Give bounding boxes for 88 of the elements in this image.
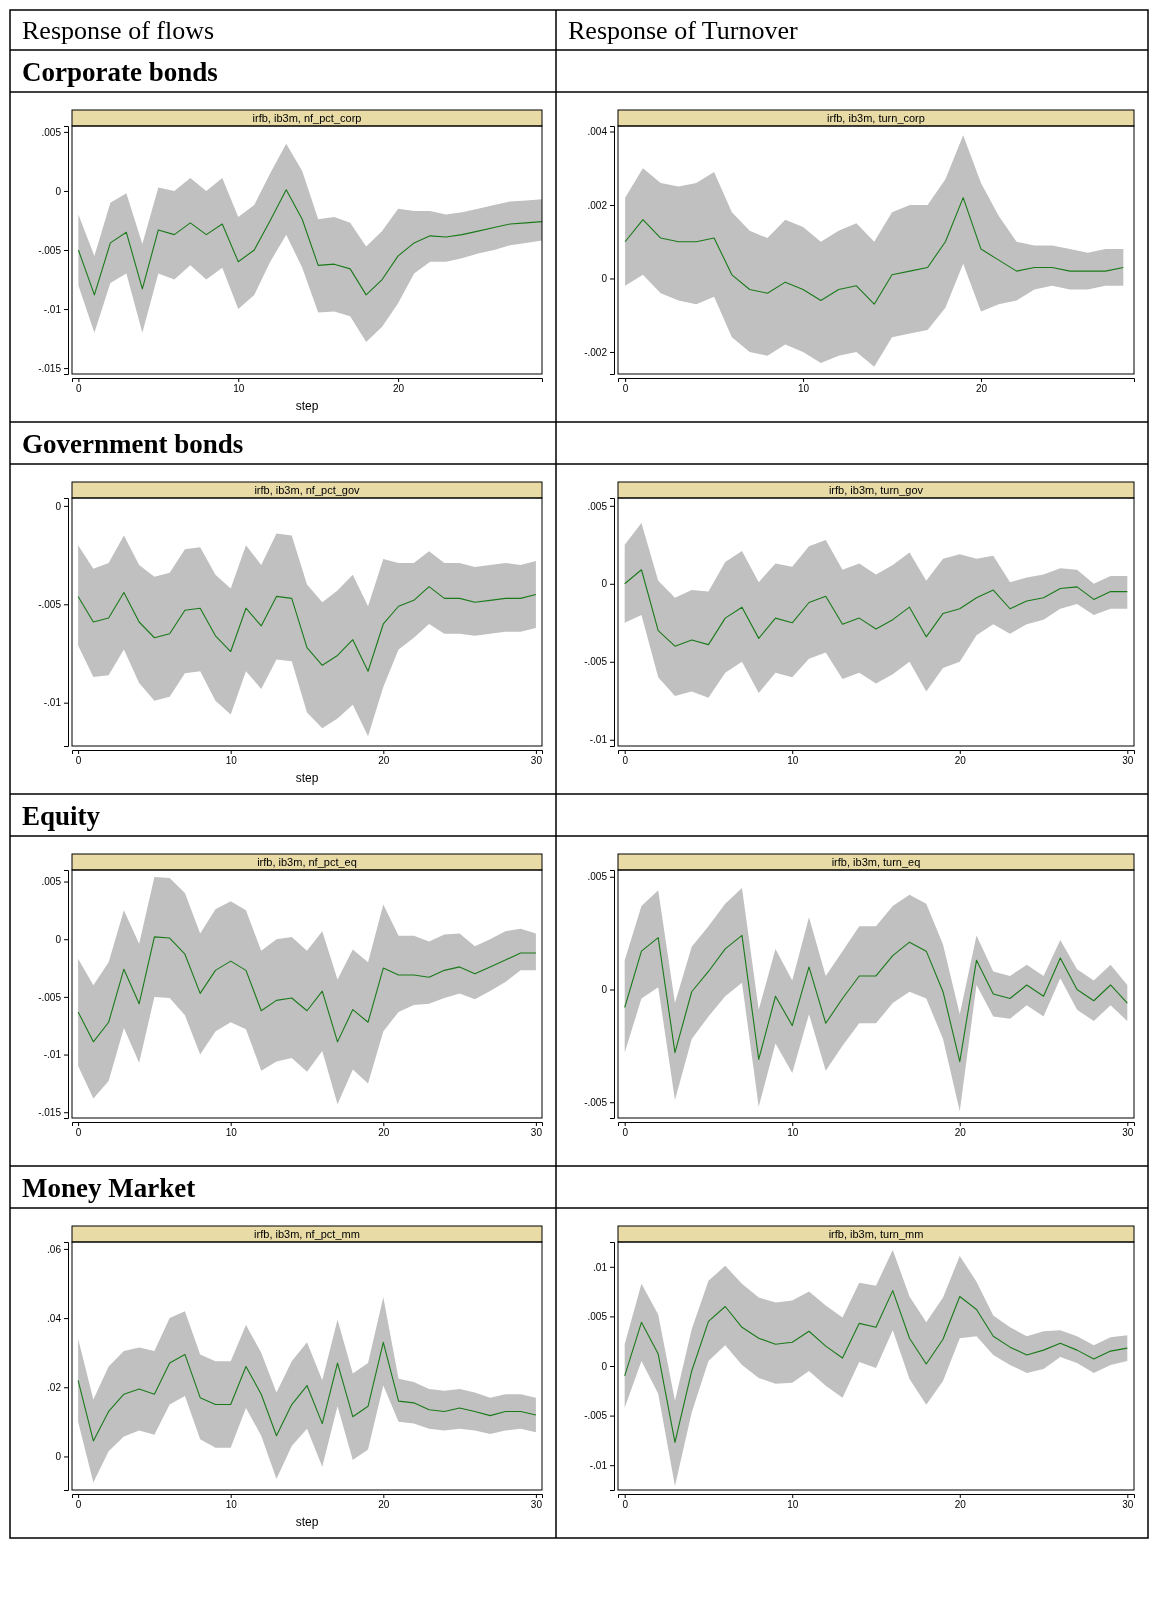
x-tick-label: 30 bbox=[530, 1499, 543, 1511]
y-tick-label: -.005 bbox=[584, 1096, 608, 1108]
y-tick-label: 0 bbox=[55, 500, 62, 512]
x-tick-label: 10 bbox=[225, 1499, 238, 1511]
y-tick-label: -.005 bbox=[38, 244, 62, 256]
y-tick-label: 0 bbox=[55, 933, 62, 945]
y-tick-label: .005 bbox=[41, 876, 62, 888]
text: Government bonds bbox=[22, 429, 244, 459]
text: Response of Turnover bbox=[568, 16, 799, 45]
x-tick-label: 20 bbox=[378, 755, 390, 767]
x-tick-label: 10 bbox=[225, 755, 238, 767]
y-tick-label: .01 bbox=[593, 1261, 608, 1273]
text: Response of flows bbox=[22, 16, 215, 45]
x-tick-label: 30 bbox=[1122, 1127, 1134, 1139]
chart-title: irfb, ib3m, nf_pct_mm bbox=[254, 1228, 360, 1240]
y-tick-label: -.015 bbox=[38, 1106, 62, 1118]
y-tick-label: -.01 bbox=[589, 1459, 608, 1471]
y-tick-label: -.01 bbox=[43, 1049, 62, 1061]
x-tick-label: 10 bbox=[787, 755, 799, 767]
x-tick-label: 20 bbox=[378, 1127, 390, 1139]
x-tick-label: 0 bbox=[76, 383, 83, 395]
y-tick-label: 0 bbox=[601, 273, 608, 285]
y-tick-label: .005 bbox=[41, 126, 62, 138]
x-tick-label: 10 bbox=[797, 383, 810, 395]
y-tick-label: .004 bbox=[587, 126, 608, 138]
y-tick-label: .005 bbox=[587, 1311, 608, 1323]
y-tick-label: -.005 bbox=[38, 598, 62, 610]
line-series bbox=[624, 1290, 1128, 1443]
chart-title: irfb, ib3m, nf_pct_gov bbox=[254, 484, 361, 496]
chart-title: irfb, ib3m, turn_mm bbox=[828, 1228, 924, 1240]
y-tick-label: .005 bbox=[587, 871, 608, 883]
x-tick-label: 20 bbox=[954, 755, 967, 767]
x-tick-label: 0 bbox=[622, 755, 629, 767]
y-tick-label: -.015 bbox=[38, 362, 62, 374]
line-series bbox=[624, 569, 1128, 647]
y-tick-label: 0 bbox=[601, 984, 608, 996]
text: Equity bbox=[22, 801, 101, 831]
line-series bbox=[77, 1341, 537, 1442]
x-tick-label: 20 bbox=[393, 383, 405, 395]
line-series bbox=[624, 934, 1128, 1063]
y-tick-label: -.005 bbox=[584, 656, 608, 668]
line-series bbox=[77, 936, 537, 1043]
chart-title: irfb, ib3m, nf_pct_eq bbox=[257, 856, 357, 868]
y-tick-label: 0 bbox=[55, 1451, 62, 1463]
x-tick-label: 0 bbox=[75, 1499, 82, 1511]
x-tick-label: 20 bbox=[975, 383, 988, 395]
y-tick-label: .06 bbox=[47, 1243, 62, 1255]
x-tick-label: 10 bbox=[233, 383, 245, 395]
x-tick-label: 10 bbox=[787, 1499, 799, 1511]
x-axis-title: step bbox=[295, 771, 319, 785]
text: Corporate bonds bbox=[22, 57, 218, 87]
chart-title: irfb, ib3m, turn_corp bbox=[827, 112, 925, 124]
y-tick-label: 0 bbox=[601, 1360, 608, 1372]
y-tick-label: .005 bbox=[587, 500, 608, 512]
x-axis-title: step bbox=[295, 399, 319, 413]
x-tick-label: 30 bbox=[530, 1127, 543, 1139]
x-tick-label: 0 bbox=[622, 1127, 629, 1139]
y-tick-label: -.005 bbox=[584, 1410, 608, 1422]
line-series bbox=[77, 586, 537, 672]
x-tick-label: 10 bbox=[225, 1127, 238, 1139]
x-tick-label: 30 bbox=[530, 755, 543, 767]
x-tick-label: 30 bbox=[1122, 755, 1134, 767]
chart-title: irfb, ib3m, turn_eq bbox=[831, 856, 921, 868]
chart-title: irfb, ib3m, turn_gov bbox=[828, 484, 924, 496]
line-series bbox=[77, 189, 543, 296]
x-tick-label: 20 bbox=[954, 1127, 967, 1139]
x-tick-label: 10 bbox=[787, 1127, 799, 1139]
x-tick-label: 0 bbox=[75, 755, 82, 767]
x-tick-label: 30 bbox=[1122, 1499, 1134, 1511]
y-tick-label: -.01 bbox=[589, 734, 608, 746]
chart-title: irfb, ib3m, nf_pct_corp bbox=[252, 112, 362, 124]
text: Money Market bbox=[22, 1173, 196, 1203]
x-tick-label: 0 bbox=[622, 383, 629, 395]
x-tick-label: 0 bbox=[622, 1499, 629, 1511]
y-tick-label: -.002 bbox=[584, 346, 608, 358]
x-tick-label: 20 bbox=[954, 1499, 967, 1511]
x-tick-label: 20 bbox=[378, 1499, 390, 1511]
line-series bbox=[624, 197, 1124, 305]
y-tick-label: -.005 bbox=[38, 991, 62, 1003]
x-tick-label: 0 bbox=[75, 1127, 82, 1139]
y-tick-label: .002 bbox=[587, 199, 608, 211]
y-tick-label: -.01 bbox=[43, 303, 62, 315]
y-tick-label: .04 bbox=[47, 1312, 62, 1324]
y-tick-label: 0 bbox=[601, 578, 608, 590]
y-tick-label: -.01 bbox=[43, 697, 62, 709]
x-axis-title: step bbox=[295, 1515, 319, 1529]
y-tick-label: 0 bbox=[55, 185, 62, 197]
y-tick-label: .02 bbox=[47, 1381, 62, 1393]
